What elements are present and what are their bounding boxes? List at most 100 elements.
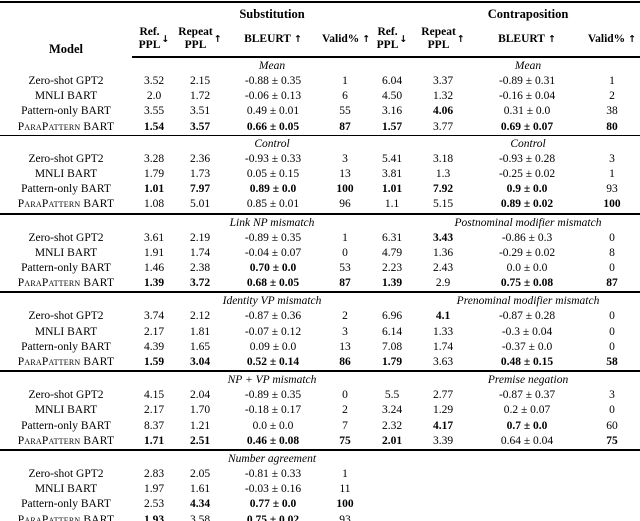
table-row: MNLI BART 1.97 1.61 -0.03 ± 0.16 11: [0, 482, 640, 497]
table-row: Zero-shot GPT2 3.74 2.12 -0.87 ± 0.36 2 6.96 4…: [0, 309, 640, 324]
metric-cell: 5.41: [381, 152, 403, 165]
model-name: Zero-shot GPT2: [28, 231, 104, 244]
metric-cell: 2.19: [189, 231, 211, 244]
section-label-row: Mean Mean: [0, 57, 640, 74]
sub-repeat-ppl-header: Repeat PPL ↑: [176, 22, 224, 58]
metric-cell: 55: [339, 105, 351, 118]
metric-cell: 6.96: [381, 310, 403, 323]
table-row: Pattern-only BART 4.39 1.65 0.09 ± 0.0 13 7.0…: [0, 340, 640, 355]
table-row: ParaPattern BART 1.54 3.57 0.66 ± 0.05 87 1.5…: [0, 120, 640, 136]
model-name: Zero-shot GPT2: [28, 389, 104, 402]
section-label-row: Control Control: [0, 134, 640, 152]
contra-valid-header: Valid% ↑: [584, 22, 640, 58]
metric-cell: [584, 482, 640, 497]
metric-cell: -0.3 ± 0.04: [501, 325, 553, 338]
metric-cell: 4.39: [143, 340, 165, 353]
metric-cell: 1.3: [435, 168, 451, 181]
table-row: ParaPattern BART 1.71 2.51 0.46 ± 0.08 75 2.0…: [0, 434, 640, 450]
metric-cell: 2.17: [143, 325, 165, 338]
metric-cell: 3.58: [189, 513, 211, 521]
metric-cell: 1.91: [143, 246, 165, 259]
metric-cell: 38: [606, 105, 618, 118]
spacer-cell: [132, 449, 176, 468]
spacer-cell: [0, 212, 132, 231]
metric-cell: 0.31 ± 0.0: [503, 105, 551, 118]
metric-cell: 1.93: [143, 513, 165, 521]
model-name: MNLI BART: [34, 246, 98, 259]
metric-cell: 87: [339, 120, 351, 133]
metric-cell: 2.83: [143, 468, 165, 481]
model-name: MNLI BART: [34, 404, 98, 417]
metric-header-row: Ref. PPL ↓ Repeat PPL ↑ BLEURT ↑ Valid% ↑ Ref.…: [0, 22, 640, 58]
table-row: ParaPattern BART 1.59 3.04 0.52 ± 0.14 86 1.7…: [0, 355, 640, 371]
down-arrow-icon: ↓: [399, 33, 408, 45]
spacer-cell: [368, 212, 417, 231]
metric-cell: 1.29: [432, 404, 454, 417]
metric-cell: 0: [609, 404, 615, 417]
substitution-section-label: Mean: [258, 60, 286, 72]
metric-cell: 7.92: [432, 183, 454, 196]
metric-cell: 0.75 ± 0.08: [500, 277, 554, 290]
spacer-cell: [132, 291, 176, 310]
metric-cell: -0.86 ± 0.3: [501, 231, 553, 244]
metric-cell: [470, 482, 584, 497]
sub-bleurt-header: BLEURT ↑: [224, 22, 322, 58]
metric-cell: [368, 497, 416, 512]
metric-cell: 4.17: [432, 419, 454, 432]
metric-cell: 1.32: [432, 90, 454, 103]
metric-cell: 1: [342, 231, 348, 244]
metric-cell: 2.15: [189, 75, 211, 87]
metric-cell: 3.74: [143, 310, 165, 323]
spacer-cell: [0, 134, 132, 152]
substitution-section-label: Number agreement: [176, 449, 369, 468]
metric-cell: 3.28: [143, 152, 165, 165]
model-name: ParaPattern BART: [17, 198, 115, 211]
metric-cell: 2.36: [189, 152, 211, 165]
model-name: ParaPattern BART: [17, 434, 115, 447]
metric-cell: [368, 513, 416, 521]
metric-cell: 58: [606, 356, 618, 369]
metric-cell: 3: [609, 152, 615, 165]
table-row: ParaPattern BART 1.93 3.58 0.75 ± 0.02 93: [0, 513, 640, 521]
model-name: Pattern-only BART: [21, 262, 111, 275]
contra-bleurt-header: BLEURT ↑: [470, 22, 585, 58]
metric-cell: 1.46: [143, 262, 165, 275]
metric-cell: 93: [606, 183, 618, 196]
metric-cell: 5.01: [189, 198, 211, 211]
metric-cell: 11: [339, 483, 351, 496]
table-row: Pattern-only BART 1.46 2.38 0.70 ± 0.0 53 2.2…: [0, 261, 640, 276]
metric-cell: 1.79: [143, 168, 165, 181]
metric-cell: 4.15: [143, 389, 165, 402]
metric-cell: 1.21: [189, 419, 211, 432]
metric-cell: 13: [339, 340, 351, 353]
metric-cell: 3.52: [143, 75, 165, 87]
metric-cell: 0: [609, 231, 615, 244]
metric-cell: 53: [339, 262, 351, 275]
table-row: ParaPattern BART 1.08 5.01 0.85 ± 0.01 96 1.1…: [0, 197, 640, 213]
metric-cell: 0.05 ± 0.15: [246, 168, 300, 181]
metric-cell: [584, 467, 640, 482]
metric-cell: [470, 513, 584, 521]
table-row: Pattern-only BART 8.37 1.21 0.0 ± 0.0 7 2.32 4…: [0, 419, 640, 434]
metric-cell: 2.77: [432, 389, 454, 402]
table-row: Zero-shot GPT2 4.15 2.04 -0.89 ± 0.35 0 5.5 2.…: [0, 388, 640, 403]
up-arrow-icon: ↑: [547, 33, 556, 45]
spacer-cell: [0, 449, 132, 468]
metric-cell: [470, 497, 584, 512]
metric-cell: 2.23: [381, 262, 403, 275]
metric-cell: 0.66 ± 0.05: [246, 120, 300, 133]
metric-cell: 7.08: [381, 340, 403, 353]
metric-cell: 2.53: [143, 498, 165, 511]
metric-cell: 0.2 ± 0.07: [503, 404, 551, 417]
metric-cell: 1.61: [189, 483, 211, 496]
metric-cell: 0.85 ± 0.01: [246, 198, 300, 211]
metric-cell: 0: [609, 340, 615, 353]
model-name: Zero-shot GPT2: [28, 75, 104, 87]
spacer-cell: [0, 370, 132, 389]
metric-cell: -0.93 ± 0.28: [498, 152, 556, 165]
up-arrow-icon: ↑: [362, 33, 371, 45]
metric-cell: 2.43: [432, 262, 454, 275]
metric-cell: 1.65: [189, 340, 211, 353]
metric-cell: 0.69 ± 0.07: [500, 120, 554, 133]
